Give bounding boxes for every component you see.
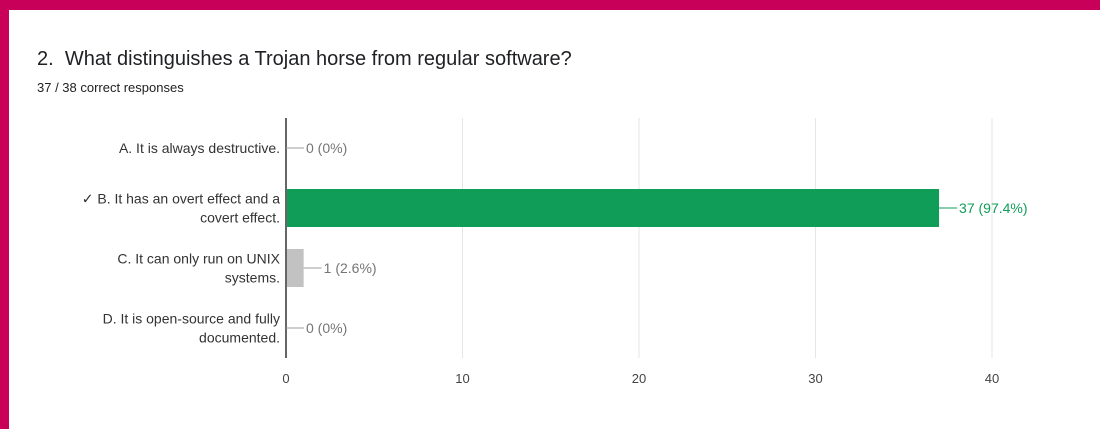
question-text: What distinguishes a Trojan horse from r… [64, 48, 572, 70]
card-left-accent [0, 0, 9, 429]
bar [287, 189, 940, 227]
category-label: ✓ B. It has an overt effect and a [82, 191, 280, 207]
bar [287, 249, 304, 287]
data-label: 1 (2.6%) [324, 260, 377, 276]
x-tick-label: 40 [985, 371, 999, 386]
correct-responses-summary: 37 / 38 correct responses [37, 80, 184, 95]
x-tick-label: 0 [282, 371, 289, 386]
data-label: 0 (0%) [306, 140, 347, 156]
category-label: A. It is always destructive. [119, 140, 280, 156]
question-number: 2. [37, 48, 54, 70]
category-label: covert effect. [200, 210, 280, 226]
category-label: C. It can only run on UNIX [117, 251, 280, 267]
x-tick-label: 20 [632, 371, 646, 386]
category-label: systems. [225, 270, 280, 286]
category-label: D. It is open-source and fully [103, 311, 280, 327]
category-label: documented. [199, 330, 280, 346]
data-label: 0 (0%) [306, 320, 347, 336]
card-top-accent [0, 0, 1100, 10]
data-label: 37 (97.4%) [959, 200, 1027, 216]
x-tick-label: 10 [455, 371, 469, 386]
x-tick-label: 30 [808, 371, 822, 386]
question-title: 2. What distinguishes a Trojan horse fro… [37, 48, 572, 71]
